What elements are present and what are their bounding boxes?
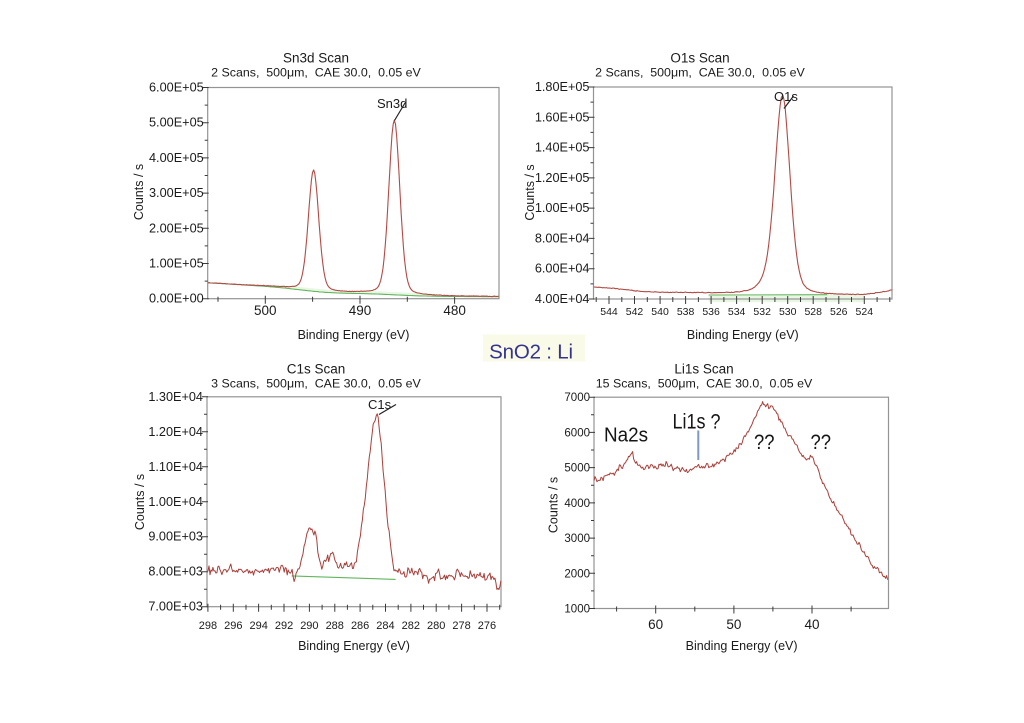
svg-text:7.00E+03: 7.00E+03	[148, 600, 203, 614]
svg-text:Na2s: Na2s	[604, 424, 648, 447]
svg-text:282: 282	[402, 620, 420, 632]
svg-text:Counts / s: Counts / s	[523, 164, 537, 220]
svg-text:480: 480	[443, 303, 466, 318]
svg-text:288: 288	[326, 620, 344, 632]
svg-text:8.00E+04: 8.00E+04	[535, 231, 590, 245]
svg-text:??: ??	[811, 431, 832, 454]
svg-text:1.40E+05: 1.40E+05	[535, 141, 590, 155]
svg-text:540: 540	[651, 306, 669, 318]
svg-text:Li1s Scan: Li1s Scan	[674, 362, 733, 377]
svg-text:Binding Energy (eV): Binding Energy (eV)	[298, 639, 410, 653]
svg-text:Binding Energy (eV): Binding Energy (eV)	[686, 639, 798, 653]
svg-text:2000: 2000	[564, 568, 590, 580]
svg-text:1.00E+05: 1.00E+05	[149, 257, 204, 271]
svg-text:O1s: O1s	[774, 89, 798, 104]
svg-text:276: 276	[478, 620, 496, 632]
svg-text:534: 534	[728, 306, 746, 318]
svg-text:O1s Scan: O1s Scan	[670, 51, 729, 66]
svg-text:Sn3d: Sn3d	[377, 96, 407, 111]
svg-text:8.00E+03: 8.00E+03	[148, 565, 203, 579]
svg-text:60: 60	[648, 617, 663, 632]
svg-text:0.00E+00: 0.00E+00	[149, 292, 204, 306]
svg-text:526: 526	[830, 306, 848, 318]
svg-text:544: 544	[600, 306, 618, 318]
svg-text:9.00E+03: 9.00E+03	[148, 530, 203, 544]
svg-text:Counts / s: Counts / s	[132, 164, 146, 220]
svg-text:6.00E+04: 6.00E+04	[535, 262, 590, 276]
svg-text:C1s Scan: C1s Scan	[287, 362, 346, 377]
svg-text:1.20E+05: 1.20E+05	[535, 171, 590, 185]
svg-text:284: 284	[376, 620, 394, 632]
svg-text:1.80E+05: 1.80E+05	[535, 80, 590, 94]
svg-text:296: 296	[224, 620, 242, 632]
svg-text:500: 500	[254, 303, 277, 318]
svg-text:528: 528	[804, 306, 822, 318]
svg-text:2 Scans, 500μm, CAE 30.0, 0: 2 Scans, 500μm, CAE 30.0, 0.05 eV	[211, 66, 421, 80]
svg-text:SnO2 : Li: SnO2 : Li	[489, 341, 573, 364]
svg-text:290: 290	[300, 620, 318, 632]
svg-text:278: 278	[452, 620, 470, 632]
svg-text:292: 292	[275, 620, 293, 632]
svg-text:490: 490	[349, 303, 372, 318]
svg-text:2 Scans, 500μm, CAE 30.0, 0: 2 Scans, 500μm, CAE 30.0, 0.05 eV	[595, 66, 805, 80]
svg-text:Binding Energy (eV): Binding Energy (eV)	[687, 328, 799, 342]
svg-text:524: 524	[856, 306, 874, 318]
svg-text:6.00E+05: 6.00E+05	[149, 81, 204, 95]
svg-text:15 Scans, 500μm, CAE 30.0,: 15 Scans, 500μm, CAE 30.0, 0.05 eV	[596, 377, 813, 391]
svg-text:4.00E+05: 4.00E+05	[149, 151, 204, 165]
svg-text:532: 532	[753, 306, 771, 318]
svg-text:Counts / s: Counts / s	[133, 474, 147, 530]
svg-text:Sn3d Scan: Sn3d Scan	[283, 51, 349, 66]
svg-text:50: 50	[726, 617, 741, 632]
svg-text:542: 542	[626, 306, 644, 318]
svg-text:7000: 7000	[564, 392, 590, 404]
svg-text:40: 40	[804, 617, 819, 632]
svg-text:3000: 3000	[564, 533, 590, 545]
svg-text:1000: 1000	[564, 604, 590, 616]
svg-text:5.00E+05: 5.00E+05	[149, 116, 204, 130]
svg-text:5000: 5000	[564, 463, 590, 475]
svg-text:3.00E+05: 3.00E+05	[149, 186, 204, 200]
svg-text:C1s: C1s	[368, 397, 392, 412]
svg-text:1.20E+04: 1.20E+04	[148, 425, 203, 439]
svg-text:1.10E+04: 1.10E+04	[148, 460, 203, 474]
svg-text:286: 286	[351, 620, 369, 632]
svg-text:Counts / s: Counts / s	[547, 477, 561, 533]
svg-text:6000: 6000	[564, 427, 590, 439]
svg-text:Li1s ?: Li1s ?	[673, 411, 721, 434]
svg-text:280: 280	[427, 620, 445, 632]
svg-text:1.00E+05: 1.00E+05	[535, 201, 590, 215]
svg-text:298: 298	[199, 620, 217, 632]
svg-text:??: ??	[754, 431, 775, 454]
svg-text:294: 294	[249, 620, 267, 632]
svg-text:1.30E+04: 1.30E+04	[148, 390, 203, 404]
svg-text:1.60E+05: 1.60E+05	[535, 110, 590, 124]
svg-text:4000: 4000	[564, 498, 590, 510]
svg-text:4.00E+04: 4.00E+04	[535, 292, 590, 306]
svg-text:538: 538	[677, 306, 695, 318]
svg-text:1.00E+04: 1.00E+04	[148, 495, 203, 509]
svg-text:530: 530	[779, 306, 797, 318]
svg-text:Binding Energy (eV): Binding Energy (eV)	[298, 328, 410, 342]
svg-text:3 Scans, 500μm, CAE 30.0, 0: 3 Scans, 500μm, CAE 30.0, 0.05 eV	[211, 377, 421, 391]
svg-text:2.00E+05: 2.00E+05	[149, 221, 204, 235]
svg-text:536: 536	[702, 306, 720, 318]
